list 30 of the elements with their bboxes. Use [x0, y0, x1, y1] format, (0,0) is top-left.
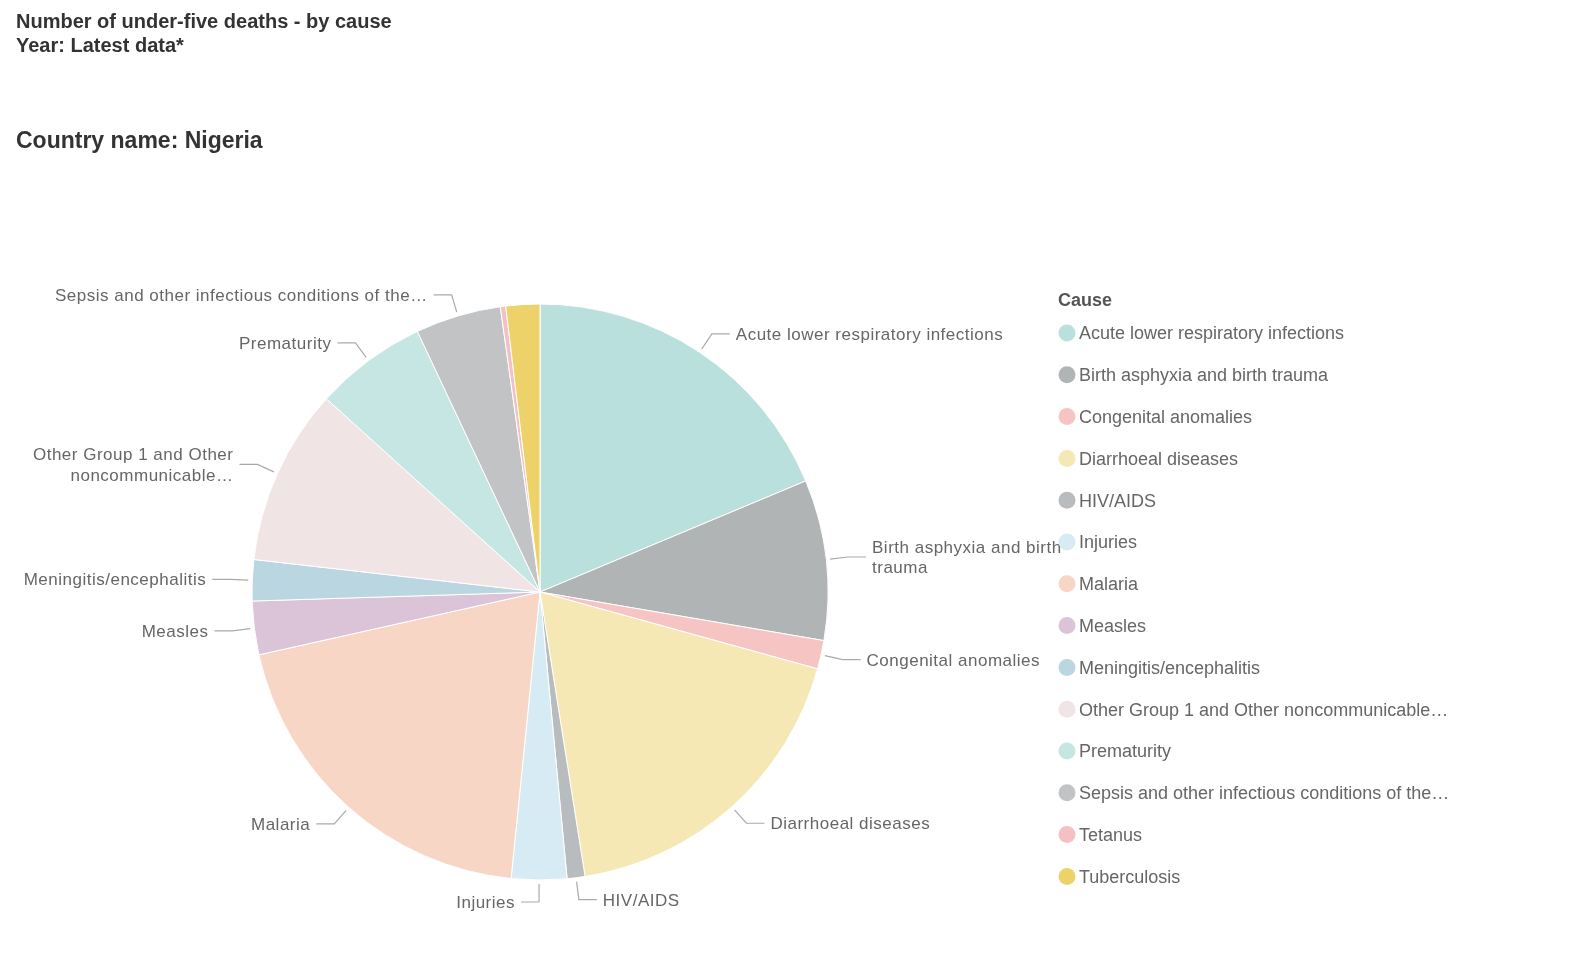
- legend-label: Acute lower respiratory infections: [1079, 323, 1345, 344]
- slice-label: Prematurity: [239, 333, 332, 353]
- slice-label: Sepsis and other infectious conditions of the…: [54, 285, 428, 305]
- slice-label: Diarrhoeal diseases: [770, 814, 931, 834]
- slice-label: Other Group 1 and Other noncommunicable…: [32, 445, 234, 485]
- slice-label: HIV/AIDS: [602, 890, 680, 910]
- legend-label: Prematurity: [1079, 741, 1172, 762]
- chart-title: Number of under-five deaths - by cause: [16, 10, 392, 32]
- legend-label: Injuries: [1079, 532, 1138, 553]
- slice-label: Congenital anomalies: [866, 650, 1041, 670]
- legend-label: Malaria: [1079, 574, 1140, 595]
- legend-label: Congenital anomalies: [1079, 406, 1253, 427]
- legend-label: Meningitis/encephalitis: [1079, 657, 1261, 678]
- legend-title: Cause: [1058, 290, 1113, 311]
- slice-label: Injuries: [456, 892, 516, 912]
- slice-label: Malaria: [251, 814, 311, 834]
- slice-label: Birth asphyxia and birth trauma: [872, 537, 1062, 578]
- legend-label: HIV/AIDS: [1079, 490, 1157, 511]
- legend-label: Sepsis and other infectious conditions of the…: [1079, 783, 1450, 804]
- legend-label: Diarrhoeal diseases: [1079, 448, 1239, 469]
- legend-label: Measles: [1079, 615, 1147, 636]
- legend-label: Tuberculosis: [1079, 866, 1181, 887]
- chart-subtitle: Year: Latest data*: [16, 34, 185, 56]
- slice-label: Measles: [141, 621, 209, 641]
- legend-label: Tetanus: [1079, 824, 1143, 845]
- slice-label: Meningitis/encephalitis: [23, 570, 207, 590]
- text: Country name: Nigeria: [16, 127, 263, 153]
- legend-label: Birth asphyxia and birth trauma: [1079, 365, 1330, 386]
- legend-label: Other Group 1 and Other noncommunicable…: [1079, 699, 1449, 720]
- slice-label: Acute lower respiratory infections: [735, 324, 1004, 344]
